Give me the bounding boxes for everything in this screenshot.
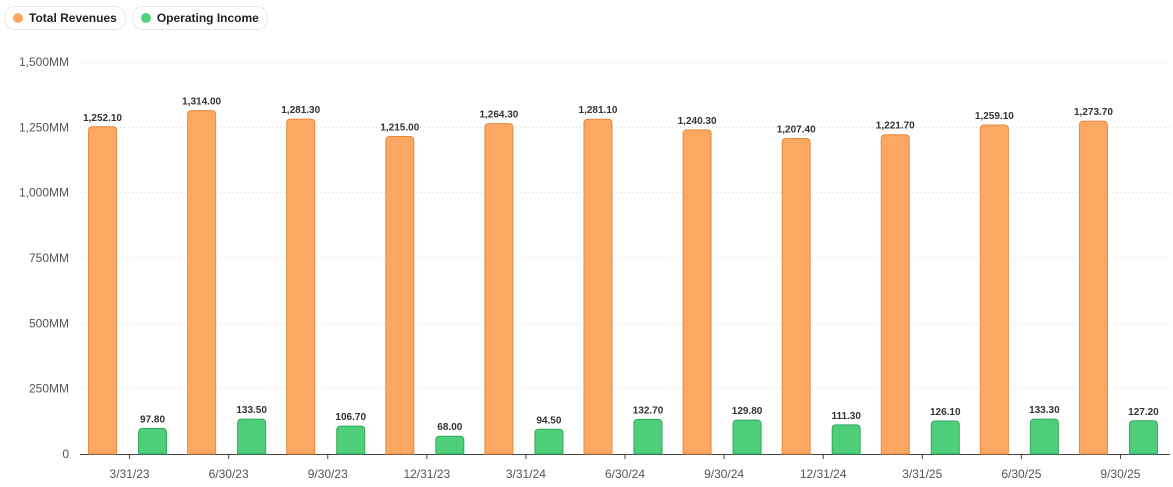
bar-operating-income <box>1128 420 1158 455</box>
data-label: 133.50 <box>236 405 267 416</box>
x-tick-label: 3/31/23 <box>110 467 150 481</box>
bar-operating-income <box>138 427 168 455</box>
data-label: 1,314.00 <box>182 97 221 108</box>
bar-operating-income <box>435 435 465 455</box>
x-tick-label: 6/30/25 <box>1001 467 1041 481</box>
data-label: 94.50 <box>536 415 561 426</box>
data-label: 1,207.40 <box>777 124 816 135</box>
x-tick-label: 6/30/23 <box>209 467 249 481</box>
x-tick-label: 9/30/25 <box>1100 467 1140 481</box>
x-tick-label: 3/31/25 <box>902 467 942 481</box>
data-label: 1,215.00 <box>380 122 419 133</box>
x-tick-label: 6/30/24 <box>605 467 645 481</box>
legend-label-operating-income: Operating Income <box>156 11 259 25</box>
bar-operating-income <box>930 420 960 455</box>
data-label: 1,264.30 <box>479 110 518 121</box>
y-tick-label: 1,250MM <box>19 120 69 134</box>
legend-dot-total-revenues <box>13 13 23 23</box>
data-label: 1,252.10 <box>83 113 122 124</box>
data-label: 127.20 <box>1128 407 1159 418</box>
legend-item-total-revenues[interactable]: Total Revenues <box>4 6 126 30</box>
bar-operating-income <box>732 419 762 455</box>
bar-total-revenues <box>286 118 316 455</box>
bar-operating-income <box>534 428 564 455</box>
data-label: 126.10 <box>930 407 961 418</box>
data-label: 97.80 <box>140 414 165 425</box>
x-tick-label: 9/30/23 <box>308 467 348 481</box>
data-label: 132.70 <box>633 405 664 416</box>
bar-total-revenues <box>880 134 910 455</box>
data-label: 68.00 <box>437 422 462 433</box>
legend-dot-operating-income <box>140 13 151 23</box>
y-tick-label: 1,500MM <box>19 55 69 69</box>
bar-total-revenues <box>385 135 415 455</box>
data-label: 1,221.70 <box>876 121 915 132</box>
data-label: 133.30 <box>1029 405 1060 416</box>
bar-operating-income <box>1029 418 1059 455</box>
bar-total-revenues <box>88 126 118 455</box>
bar-operating-income <box>336 425 366 455</box>
bar-total-revenues <box>484 123 514 455</box>
bar-total-revenues <box>682 129 712 455</box>
data-label: 106.70 <box>335 412 366 423</box>
x-tick-label: 9/30/24 <box>704 467 744 481</box>
bar-operating-income <box>633 418 663 455</box>
data-label: 111.30 <box>831 411 861 422</box>
bar-total-revenues <box>1078 120 1108 455</box>
legend-item-operating-income[interactable]: Operating Income <box>131 6 268 30</box>
y-tick-label: 250MM <box>29 382 69 396</box>
y-tick-label: 750MM <box>29 251 69 265</box>
legend-label-total-revenues: Total Revenues <box>29 11 117 25</box>
data-label: 1,281.10 <box>579 105 618 116</box>
bar-total-revenues <box>979 124 1009 455</box>
bar-total-revenues <box>583 118 613 455</box>
data-label: 1,273.70 <box>1074 107 1113 118</box>
x-tick-label: 12/31/24 <box>800 467 847 481</box>
x-tick-label: 12/31/23 <box>403 467 450 481</box>
bar-operating-income <box>831 424 861 455</box>
data-label: 1,281.30 <box>281 105 320 116</box>
data-label: 1,240.30 <box>678 116 717 127</box>
bar-operating-income <box>237 418 267 455</box>
y-tick-label: 0 <box>62 447 69 461</box>
bar-total-revenues <box>187 110 217 455</box>
x-tick-label: 3/31/24 <box>506 467 546 481</box>
bar-total-revenues <box>781 137 811 455</box>
data-label: 129.80 <box>732 406 763 417</box>
y-tick-label: 500MM <box>29 316 69 330</box>
chart-legend: Total Revenues Operating Income <box>4 6 268 30</box>
data-label: 1,259.10 <box>975 111 1014 122</box>
y-tick-label: 1,000MM <box>19 186 69 200</box>
